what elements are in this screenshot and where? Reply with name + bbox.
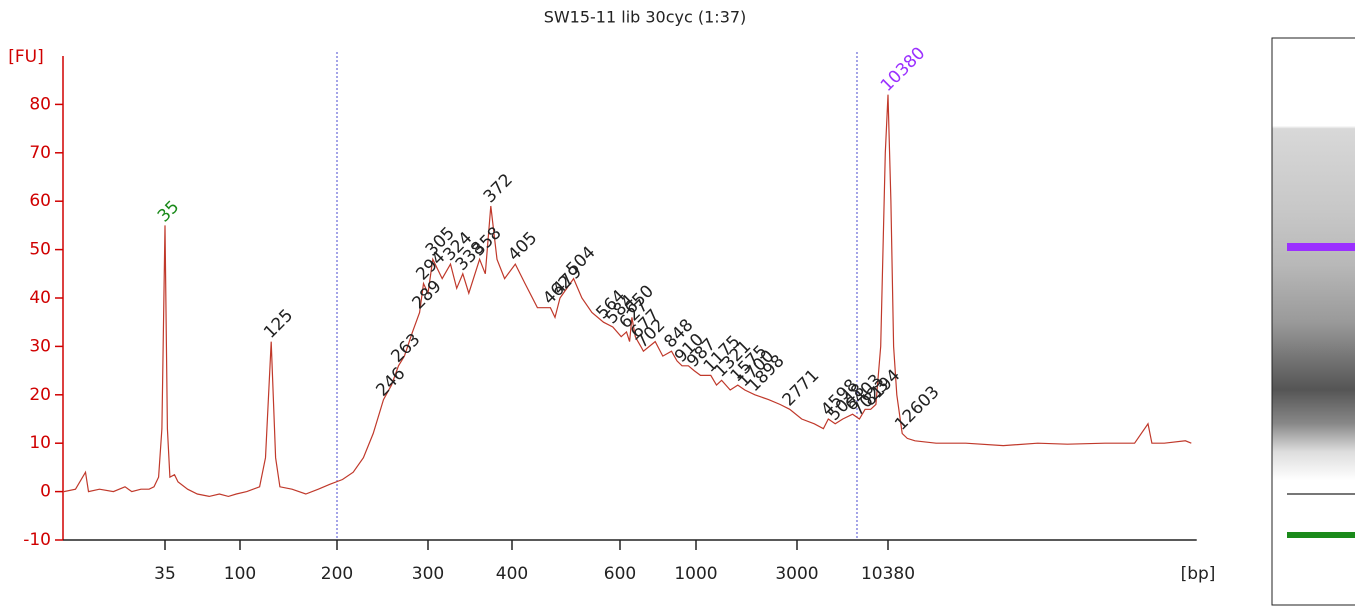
peak-label: 2771 <box>779 366 824 411</box>
y-tick-label: 0 <box>40 482 51 502</box>
trace <box>63 94 1192 498</box>
x-tick-label: 600 <box>604 564 636 584</box>
peak-label: 125 <box>260 306 297 343</box>
x-tick-label: 200 <box>321 564 353 584</box>
chart-title: SW15-11 lib 30cyc (1:37) <box>544 8 747 27</box>
x-tick-label: 3000 <box>775 564 818 584</box>
y-tick-label: 40 <box>29 288 51 308</box>
x-tick-label: 100 <box>224 564 256 584</box>
y-tick-label: 70 <box>29 143 51 163</box>
peak-label: 35 <box>154 197 183 226</box>
x-tick-label: 300 <box>412 564 444 584</box>
peak-label: 246 <box>372 364 409 401</box>
y-tick-label: 20 <box>29 385 51 405</box>
peak-label: 10380 <box>877 43 929 95</box>
x-tick-label: 10380 <box>861 564 915 584</box>
y-tick-label: 50 <box>29 240 51 260</box>
y-tick-label: 10 <box>29 433 51 453</box>
y-tick-label: 30 <box>29 336 51 356</box>
x-tick-label: 1000 <box>674 564 717 584</box>
y-axis-label: [FU] <box>8 47 44 67</box>
y-tick-label: 80 <box>29 94 51 114</box>
gel-lane <box>1271 37 1355 606</box>
y-tick-label: 60 <box>29 191 51 211</box>
peak-label: 263 <box>387 330 424 367</box>
x-axis-label: [bp] <box>1181 564 1216 584</box>
peak-label: 405 <box>504 228 541 265</box>
y-tick-label: -10 <box>23 530 51 550</box>
peak-label: 372 <box>480 170 517 207</box>
x-tick-label: 400 <box>496 564 528 584</box>
x-tick-label: 35 <box>154 564 176 584</box>
